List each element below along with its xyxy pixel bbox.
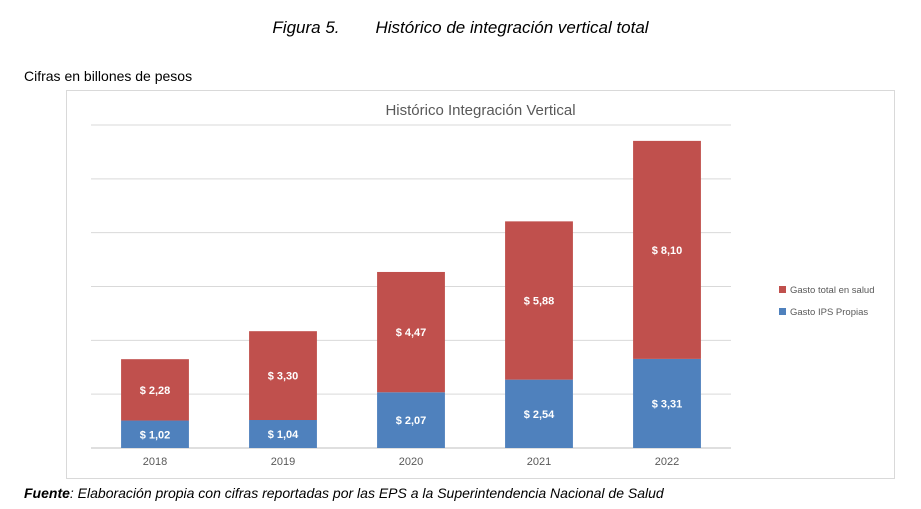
bar-ips-propias bbox=[121, 420, 189, 448]
x-tick-label: 2021 bbox=[527, 456, 551, 468]
data-label: $ 1,04 bbox=[268, 429, 299, 441]
bar-gasto-total bbox=[121, 359, 189, 421]
legend-swatch bbox=[779, 308, 786, 315]
bar-ips-propias bbox=[249, 420, 317, 448]
data-label: $ 3,30 bbox=[268, 371, 299, 383]
legend-swatch bbox=[779, 286, 786, 293]
data-label: $ 3,31 bbox=[652, 398, 683, 410]
source-label: Fuente bbox=[24, 485, 70, 501]
x-tick-label: 2018 bbox=[143, 456, 167, 468]
data-label: $ 2,54 bbox=[524, 409, 555, 421]
data-label: $ 2,07 bbox=[396, 415, 427, 427]
legend-label: Gasto IPS Propias bbox=[790, 307, 868, 318]
figure-title: Figura 5. Histórico de integración vertic… bbox=[0, 18, 921, 38]
data-label: $ 1,02 bbox=[140, 429, 171, 441]
data-label: $ 8,10 bbox=[652, 245, 683, 257]
bar-gasto-total bbox=[505, 221, 573, 380]
units-note: Cifras en billones de pesos bbox=[24, 68, 193, 84]
bar-ips-propias bbox=[505, 379, 573, 448]
bar-gasto-total bbox=[633, 140, 701, 359]
data-label: $ 4,47 bbox=[396, 327, 427, 339]
bar-gasto-total bbox=[377, 271, 445, 393]
data-label: $ 5,88 bbox=[524, 295, 555, 307]
chart-title: Histórico Integración Vertical bbox=[385, 102, 576, 119]
x-tick-label: 2020 bbox=[399, 456, 423, 468]
bar-ips-propias bbox=[377, 392, 445, 448]
data-label: $ 2,28 bbox=[140, 385, 171, 397]
chart-frame bbox=[66, 90, 895, 479]
bar-gasto-total bbox=[249, 331, 317, 421]
stacked-bar-chart: $ 1,02 $ 2,28 2018 $ 1,04 $ 3,30 2019 $ 2,07 $ … bbox=[91, 124, 875, 468]
bar-ips-propias bbox=[633, 358, 701, 448]
figure-number: Figura 5. bbox=[272, 18, 340, 37]
figure-title-text: Histórico de integración vertical total bbox=[375, 18, 649, 37]
x-tick-label: 2022 bbox=[655, 456, 679, 468]
source-text: : Elaboración propia con cifras reportad… bbox=[69, 485, 664, 501]
source-note: Fuente: Elaboración propia con cifras re… bbox=[24, 485, 664, 501]
legend-label: Gasto total en salud bbox=[790, 285, 875, 296]
x-tick-label: 2019 bbox=[271, 456, 295, 468]
